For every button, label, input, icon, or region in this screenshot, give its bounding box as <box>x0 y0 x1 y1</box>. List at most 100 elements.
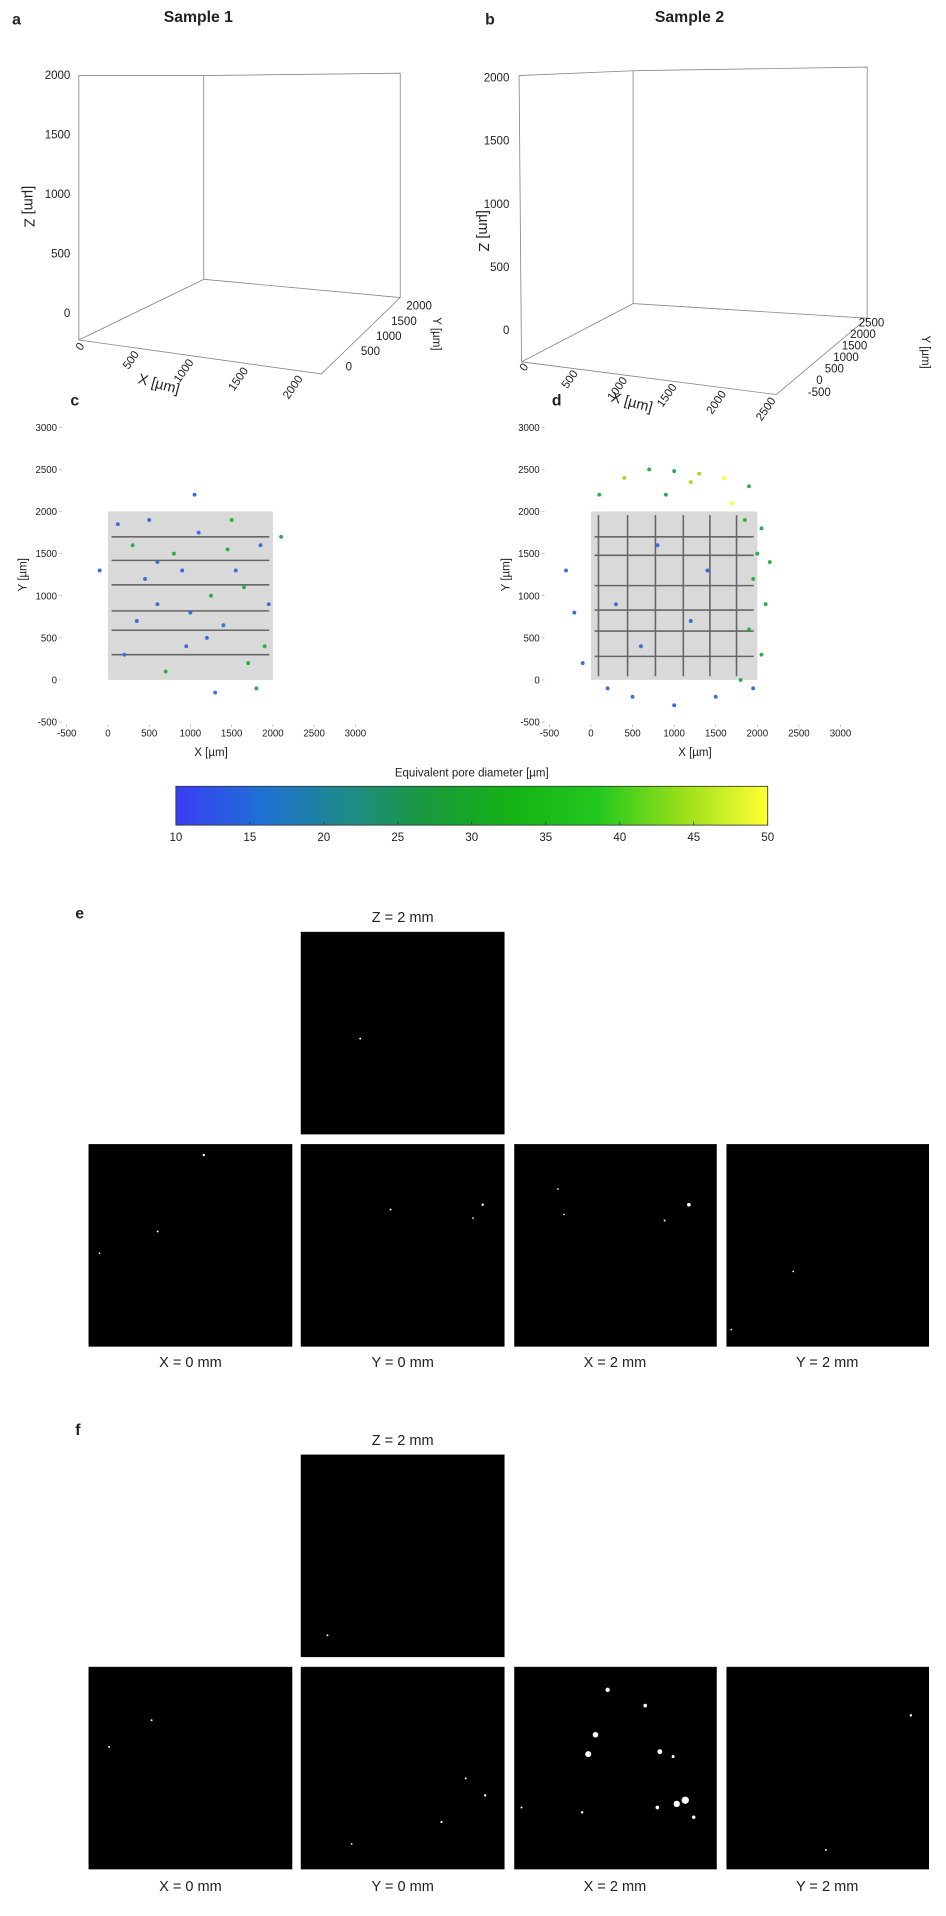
y-tick-label: 1000 <box>376 331 402 343</box>
pore <box>180 568 185 573</box>
z-tick-label: 0 <box>503 325 509 337</box>
y-tick-label: 1000 <box>833 352 859 364</box>
pore <box>572 610 577 615</box>
panel-title: Sample 2 <box>655 9 724 26</box>
z-tick-label: 2000 <box>484 73 510 85</box>
pore <box>184 644 189 649</box>
panel-label: c <box>70 392 79 409</box>
y-tick-label: 2500 <box>859 318 885 330</box>
x-tick-label: 500 <box>121 349 142 372</box>
pore <box>163 669 168 674</box>
z-axis-label: [µm] Z <box>475 210 491 252</box>
y-axis-label: Y [µm] <box>500 558 512 591</box>
pore <box>613 602 618 607</box>
slice-label: X = 2 mm <box>584 1355 647 1371</box>
x-tick-label: 1500 <box>655 382 680 410</box>
panel-label: b <box>485 12 495 29</box>
colorbar-tick-label: 45 <box>687 832 700 844</box>
measured-region <box>590 511 758 680</box>
y-tick-label: 2000 <box>35 507 57 518</box>
pore <box>254 686 259 691</box>
pore <box>122 652 127 657</box>
pore <box>155 560 160 564</box>
y-tick-label: -500 <box>520 718 540 729</box>
panel-label: a <box>12 12 21 29</box>
pore <box>672 703 677 708</box>
measured-region <box>107 511 273 680</box>
pore <box>564 568 568 573</box>
pore <box>663 492 668 497</box>
pore <box>262 644 267 649</box>
pore <box>171 551 176 556</box>
y-tick-label: 500 <box>41 633 58 644</box>
panel-title: Sample 1 <box>164 9 233 26</box>
z-tick-label: 0 <box>64 308 70 320</box>
pore <box>209 593 213 598</box>
pore <box>196 530 201 535</box>
y-tick-label: 1500 <box>518 549 540 560</box>
pore <box>672 469 677 474</box>
x-tick-label: 500 <box>624 729 641 740</box>
panel-label: d <box>552 392 562 409</box>
colorbar-tick-label: 35 <box>539 832 552 844</box>
pore <box>759 652 764 657</box>
slice-label: Z = 2 mm <box>372 910 434 926</box>
x-tick-label: 2000 <box>262 729 284 740</box>
y-tick-label: 2000 <box>518 507 540 518</box>
pore <box>155 602 160 607</box>
colorbar-tick-label: 25 <box>391 832 404 844</box>
pore <box>246 661 251 666</box>
pore <box>697 471 702 476</box>
x-tick-label: 2500 <box>303 729 325 740</box>
pore <box>192 492 197 497</box>
x-tick-label: 2000 <box>281 374 306 402</box>
x-tick-label: 1000 <box>663 729 685 740</box>
pore <box>767 560 772 564</box>
slice-label: X = 2 mm <box>584 1879 647 1895</box>
pore <box>597 492 602 497</box>
y-axis-label: Y [µm] <box>919 335 931 368</box>
y-axis-label: Y [µm] <box>430 317 442 350</box>
pore <box>134 619 139 623</box>
pore <box>647 467 652 472</box>
z-tick-label: 2000 <box>45 70 71 82</box>
z-tick-label: 1000 <box>484 199 510 211</box>
x-axis-label: X [µm] <box>194 747 228 759</box>
colorbar-tick-label: 40 <box>613 832 626 844</box>
colorbar-tick-label: 10 <box>169 832 182 844</box>
pore <box>143 576 147 581</box>
pore <box>188 610 193 615</box>
y-tick-label: 1500 <box>35 549 57 560</box>
slice-label: Z = 2 mm <box>372 1433 434 1449</box>
pore <box>147 518 152 522</box>
pore <box>580 661 585 666</box>
x-tick-label: 1500 <box>221 729 243 740</box>
z-tick-label: 500 <box>51 249 70 261</box>
x-axis-label: X [µm] <box>609 390 654 416</box>
y-tick-label: 3000 <box>35 423 57 434</box>
colorbar <box>175 785 769 826</box>
pore <box>130 543 135 548</box>
x-tick-label: 0 <box>588 729 594 740</box>
pore <box>713 694 718 699</box>
y-tick-label: 0 <box>534 676 540 687</box>
pore <box>279 534 284 539</box>
x-axis-label: X [µm] <box>678 747 712 759</box>
z-tick-label: 1500 <box>45 130 71 142</box>
x-tick-label: 2500 <box>754 395 779 423</box>
pore <box>221 623 226 628</box>
colorbar-tick-label: 20 <box>317 832 330 844</box>
pore <box>705 568 710 573</box>
y-tick-label: 500 <box>524 633 541 644</box>
pore <box>688 619 693 623</box>
y-tick-label: 2000 <box>406 301 432 313</box>
y-tick-label: -500 <box>38 718 58 729</box>
pore <box>722 475 726 480</box>
y-tick-label: 2500 <box>35 465 57 476</box>
slice-label: Y = 0 mm <box>371 1355 433 1371</box>
x-tick-label: 3000 <box>830 729 852 740</box>
pore <box>225 547 230 552</box>
slice-label: X = 0 mm <box>159 1879 222 1895</box>
x-tick-label: 500 <box>560 368 581 391</box>
